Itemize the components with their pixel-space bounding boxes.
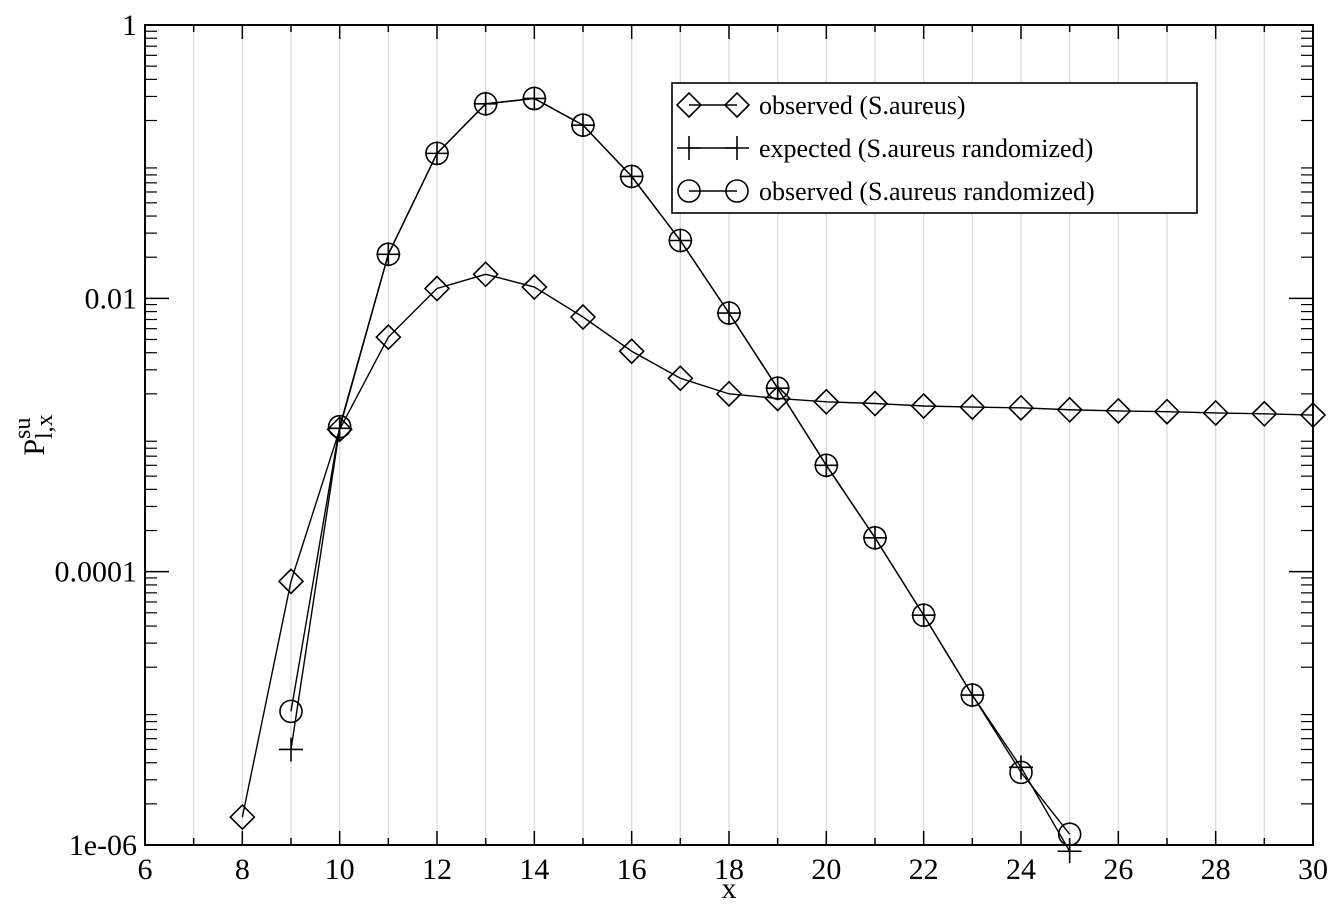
data-point-diamond [423, 275, 451, 302]
y-tick-label: 1 [122, 9, 137, 42]
data-point-circle [279, 699, 303, 724]
x-axis-label: x [722, 872, 737, 905]
data-point-circle [425, 141, 449, 166]
data-point-plus [279, 737, 303, 762]
legend: observed (S.aureus) expected (S.aureus ra… [671, 82, 1198, 214]
data-point-circle [619, 164, 644, 189]
data-point-diamond [618, 338, 645, 365]
data-point-circle [473, 92, 498, 116]
x-tick-label: 28 [1201, 853, 1231, 886]
legend-label: observed (S.aureus randomized) [759, 177, 1095, 206]
data-point-circle [911, 603, 936, 628]
data-point-diamond [813, 388, 840, 415]
x-tick-label: 14 [519, 853, 549, 886]
data-point-diamond [764, 385, 791, 412]
data-point-diamond [959, 393, 986, 421]
x-tick-label: 30 [1298, 853, 1328, 886]
data-point-diamond [569, 303, 597, 331]
data-point-circle [863, 525, 887, 550]
y-axis-label-base: P [18, 439, 51, 456]
data-point-diamond [521, 273, 548, 301]
data-point-circle [376, 242, 401, 267]
x-tick-label: 18 [714, 853, 744, 886]
data-point-diamond [375, 324, 402, 351]
y-tick-label: 0.01 [85, 282, 138, 315]
data-point-circle [668, 228, 693, 253]
data-point-circle [327, 414, 352, 439]
tick-layer: 6 8 10 12 14 16 18 20 22 24 26 28 30 1e-06 0.0001 0.01 1 [55, 9, 1329, 886]
data-point-plus [1009, 755, 1033, 780]
data-point-circle [960, 683, 985, 707]
data-point-diamond [472, 261, 499, 288]
data-point-diamond [277, 568, 305, 595]
legend-marker-circle [677, 179, 701, 203]
x-tick-label: 26 [1103, 853, 1133, 886]
x-tick-label: 20 [811, 853, 841, 886]
data-point-circle [1009, 760, 1033, 785]
y-axis-label-subscript: l,x [32, 414, 58, 439]
data-point-diamond [715, 380, 743, 407]
legend-label: expected (S.aureus randomized) [759, 134, 1093, 163]
x-tick-label: 16 [617, 853, 647, 886]
data-point-circle [765, 376, 790, 401]
data-point-diamond [1251, 400, 1278, 427]
series-line [290, 97, 1071, 835]
data-point-diamond [1007, 394, 1035, 421]
x-tick-label: 10 [325, 853, 355, 886]
legend-marker-circle [725, 179, 749, 203]
x-tick-label: 24 [1006, 853, 1036, 886]
y-tick-label: 0.0001 [55, 556, 138, 589]
legend-marker-plus [677, 136, 701, 160]
data-point-circle [814, 453, 839, 478]
legend-marker-diamond [723, 91, 751, 119]
data-point-circle [522, 86, 547, 111]
x-tick-label: 6 [138, 853, 153, 886]
x-tick-label: 12 [422, 853, 452, 886]
data-point-diamond [326, 416, 353, 443]
legend-label: observed (S.aureus) [759, 91, 966, 120]
data-point-circle [717, 301, 741, 325]
y-axis-label-superscript: su [10, 418, 36, 439]
x-tick-label: 22 [909, 853, 939, 886]
legend-marker-plus [725, 136, 749, 160]
y-tick-label: 1e-06 [69, 829, 137, 862]
data-point-diamond [861, 390, 889, 417]
series-circle [279, 86, 1082, 846]
data-point-diamond [1056, 396, 1083, 423]
legend-box [671, 82, 1198, 214]
series-layer [229, 86, 1327, 864]
data-point-diamond [229, 803, 256, 831]
y-axis-label: Psul,x [10, 414, 58, 455]
data-point-diamond [1105, 397, 1132, 425]
x-tick-label: 8 [235, 853, 250, 886]
data-point-diamond [667, 365, 694, 392]
data-point-diamond [910, 392, 937, 420]
data-point-diamond [1153, 398, 1181, 425]
data-point-diamond [1202, 399, 1229, 427]
legend-marker-diamond [675, 91, 703, 119]
data-point-circle [571, 113, 595, 137]
